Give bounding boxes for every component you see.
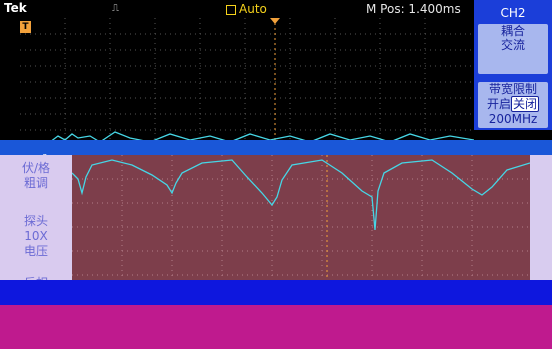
probe-button[interactable]: 探头 10X 电压 xyxy=(4,214,68,259)
probe-attenuation: 10X xyxy=(24,229,48,243)
bottom-readout-bar xyxy=(0,280,552,305)
coupling-button[interactable]: 耦合 交流 xyxy=(478,24,548,74)
volts-div-value: 粗调 xyxy=(23,176,48,190)
brand-logo: Tek xyxy=(4,1,27,15)
coupling-label: 耦合 xyxy=(500,24,525,38)
mode-icon xyxy=(226,4,236,15)
left-soft-menu: 伏/格 粗调 探头 10X 电压 反相 xyxy=(0,155,72,290)
trigger-position-arrow-icon xyxy=(270,18,280,24)
lower-graticule xyxy=(72,155,530,282)
bandwidth-options: 开启 关闭 xyxy=(478,96,548,112)
lower-waveform xyxy=(72,159,530,231)
top-status-bar: Tek ⎍ Auto M Pos: 1.400ms xyxy=(0,0,474,18)
trigger-mode: Auto xyxy=(226,2,267,16)
coupling-value: 交流 xyxy=(500,38,525,52)
bandwidth-on: 开启 xyxy=(486,97,511,111)
status-bar xyxy=(0,305,552,349)
bandwidth-off-selected: 关闭 xyxy=(511,96,540,112)
probe-label: 探头 xyxy=(23,214,48,228)
ch2-menu: CH2 耦合 交流 带宽限制 开启 关闭 200MHz xyxy=(474,0,552,130)
divider-strip xyxy=(0,140,552,155)
bandwidth-limit-button[interactable]: 带宽限制 开启 关闭 200MHz xyxy=(478,82,548,128)
bandwidth-value: 200MHz xyxy=(488,112,538,126)
probe-type: 电压 xyxy=(23,244,48,258)
right-soft-menu xyxy=(530,155,552,282)
bandwidth-label: 带宽限制 xyxy=(488,82,537,96)
trigger-level-marker: T xyxy=(20,21,31,33)
volts-div-label: 伏/格 xyxy=(21,161,51,175)
ch2-menu-title: CH2 xyxy=(500,6,526,20)
volts-div-button[interactable]: 伏/格 粗调 xyxy=(4,161,68,191)
horizontal-position: M Pos: 1.400ms xyxy=(366,2,461,16)
upper-graticule xyxy=(20,18,474,146)
acquisition-icon: ⎍ xyxy=(112,3,119,14)
trigger-mode-label: Auto xyxy=(239,2,267,16)
